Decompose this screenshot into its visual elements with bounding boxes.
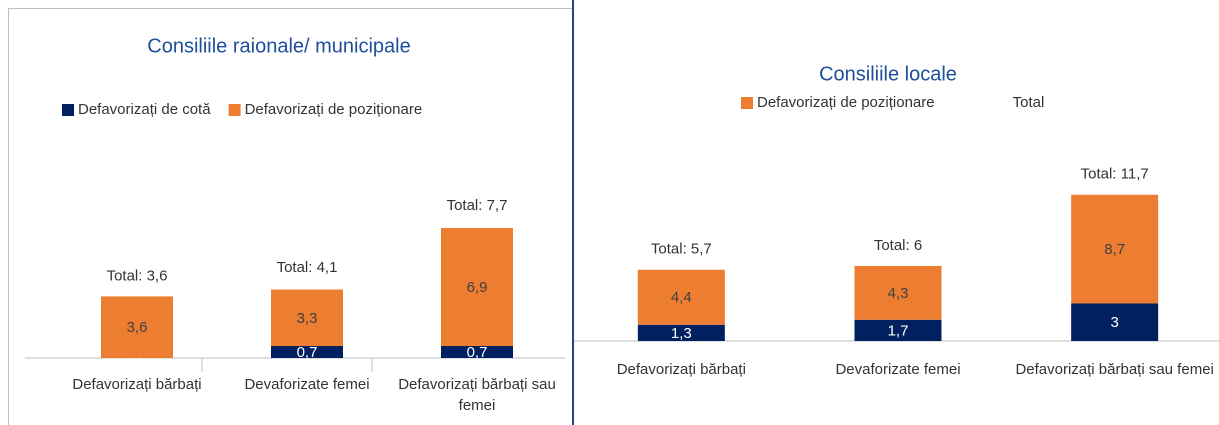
total-label: Total: 6 xyxy=(874,237,922,254)
value-label: 3,3 xyxy=(297,310,318,327)
bar-segment xyxy=(637,269,725,325)
bar-segment xyxy=(271,346,343,358)
value-label: 1,7 xyxy=(888,322,909,339)
bar-segment xyxy=(1071,194,1159,304)
legend-label: Defavorizați de poziționare xyxy=(245,101,423,118)
total-label: Total: 3,6 xyxy=(107,267,168,284)
x-tick-label: Devaforizate femei xyxy=(835,361,960,378)
legend-swatch xyxy=(741,97,753,109)
legend-swatch xyxy=(228,104,241,116)
total-label: Total: 7,7 xyxy=(447,197,508,214)
value-label: 0,7 xyxy=(297,344,318,361)
legend-label: Defavorizați de cotă xyxy=(78,101,211,118)
legend-swatch xyxy=(62,104,74,116)
value-label: 0 xyxy=(133,350,141,367)
bar-segment xyxy=(854,319,942,341)
legend-label: Defavorizați de poziționare xyxy=(757,94,935,111)
value-label: 8,7 xyxy=(1104,241,1125,258)
chart-title: Consiliile raionale/ municipale xyxy=(147,35,410,57)
left-panel xyxy=(8,8,573,425)
x-tick-label: Defavorizați bărbați sau femei xyxy=(1015,361,1213,378)
bar-segment xyxy=(637,324,725,341)
bar-segment xyxy=(101,296,173,358)
x-tick-label: Defavorizați bărbați sau femei xyxy=(398,376,556,414)
value-label: 4,3 xyxy=(888,285,909,302)
total-label: Total: 11,7 xyxy=(1081,166,1149,183)
value-label: 4,4 xyxy=(671,289,692,306)
x-tick-label: Devaforizate femei xyxy=(244,376,369,393)
bar-segment xyxy=(271,289,343,347)
chart-title: Consiliile locale xyxy=(819,63,957,85)
value-label: 3 xyxy=(1110,314,1118,331)
x-tick-label: Defavorizați bărbați xyxy=(72,376,201,393)
value-label: 0,7 xyxy=(467,344,488,361)
legend-label: Total xyxy=(1013,94,1045,111)
x-tick-label: Defavorizați bărbați xyxy=(617,361,746,378)
line: Defavorizați bărbați sau xyxy=(398,376,556,393)
bar-segment xyxy=(1071,303,1159,341)
value-label: 1,3 xyxy=(671,325,692,342)
value-label: 6,9 xyxy=(467,279,488,296)
total-label: Total: 5,7 xyxy=(651,241,712,258)
line: femei xyxy=(459,397,496,414)
value-label: 3,6 xyxy=(127,319,148,336)
total-label: Total: 4,1 xyxy=(277,259,338,276)
bar-segment xyxy=(441,227,513,347)
bar-segment xyxy=(441,346,513,358)
bar-segment xyxy=(854,266,942,320)
